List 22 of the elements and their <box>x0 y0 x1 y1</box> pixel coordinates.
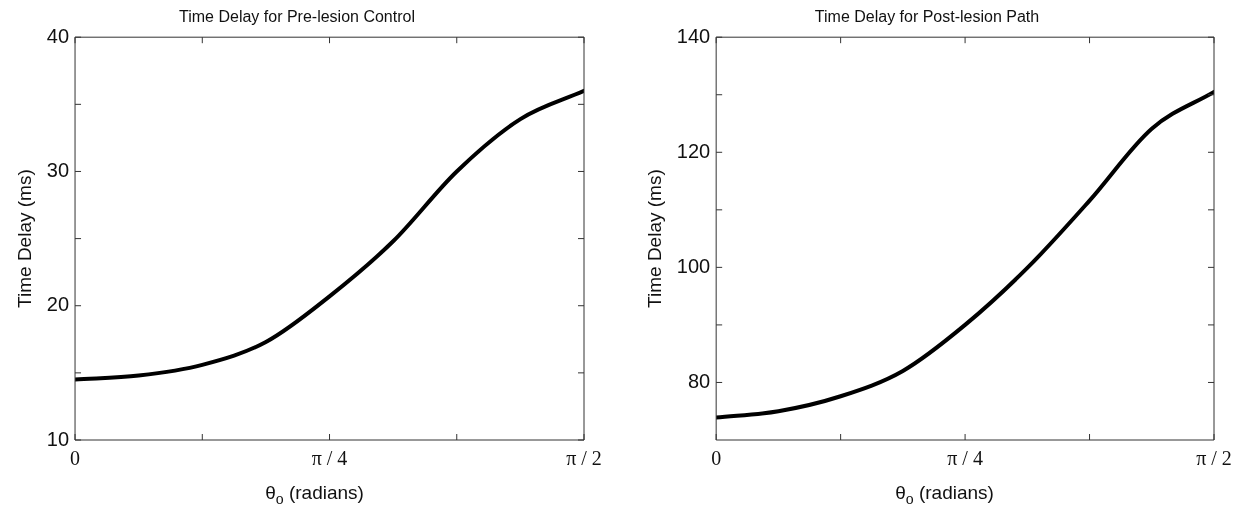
y-tick-label: 20 <box>46 293 70 316</box>
y-tick-label: 100 <box>676 254 711 277</box>
x-axis-title: θ$_{o}$ (radians) <box>264 482 365 508</box>
x-tick-label: 0 <box>70 447 81 470</box>
y-tick-label: 120 <box>676 139 711 162</box>
y-tick-label: 80 <box>687 369 711 392</box>
x-tick-label: π / 2 <box>1196 447 1232 470</box>
x-tick-label: π / 4 <box>947 447 983 470</box>
chart-title: Time Delay for Pre-lesion Control <box>179 8 415 26</box>
line-series <box>716 89 1214 420</box>
y-tick-label: 140 <box>676 24 711 47</box>
y-tick-label: 30 <box>46 158 70 181</box>
x-tick-label: π / 2 <box>566 447 602 470</box>
y-axis-title: Time Delay (ms) <box>643 169 665 308</box>
y-tick-label: 40 <box>46 24 70 47</box>
x-tick-label: π / 4 <box>311 447 348 470</box>
y-tick-label: 10 <box>46 427 70 450</box>
x-axis-title: θ$_{o}$ (radians) <box>894 482 995 508</box>
y-axis-title: Time Delay (ms) <box>13 169 35 308</box>
line-series <box>75 88 584 382</box>
x-tick-label: 0 <box>711 447 722 470</box>
chart-title: Time Delay for Post-lesion Path <box>814 8 1040 26</box>
